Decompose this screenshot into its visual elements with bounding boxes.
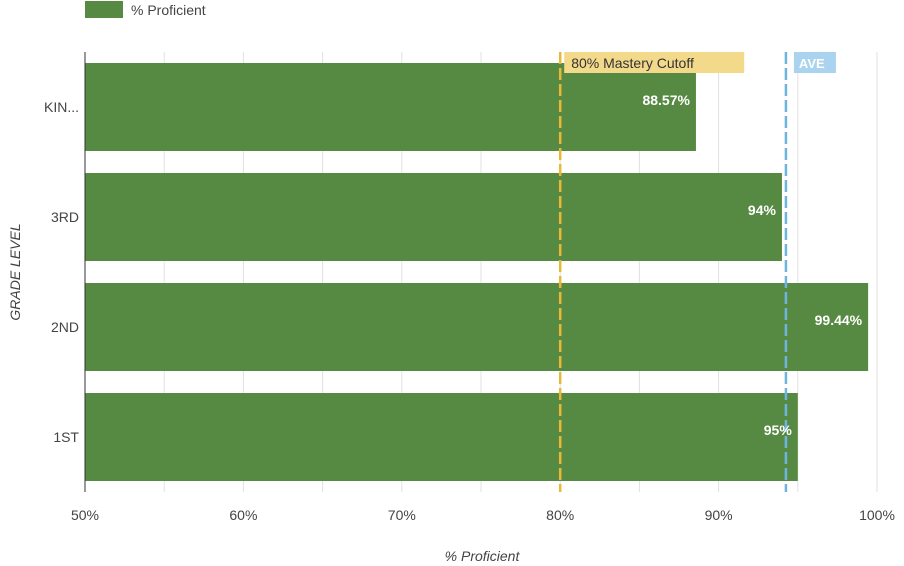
reference-label: AVE — [799, 56, 825, 71]
reference-label-bg — [564, 52, 745, 73]
legend-entry: % Proficient — [131, 2, 206, 18]
category-label: 3RD — [51, 209, 79, 225]
data-label: 99.44% — [815, 312, 863, 328]
x-tick-label: 60% — [229, 507, 257, 523]
bar-3rd[interactable] — [85, 173, 782, 261]
x-tick-label: 80% — [546, 507, 574, 523]
data-label: 88.57% — [642, 92, 690, 108]
x-tick-label: 90% — [705, 507, 733, 523]
y-axis-title: GRADE LEVEL — [7, 223, 23, 320]
data-labels: 88.57% 94% 99.44% 95% — [642, 92, 862, 438]
bar-2nd[interactable] — [85, 283, 869, 371]
legend-swatch — [85, 1, 123, 18]
reference-label: 80% Mastery Cutoff — [571, 55, 694, 71]
x-tick-labels: 50% 60% 70% 80% 90% 100% — [71, 507, 895, 523]
category-label: 2ND — [51, 319, 79, 335]
x-tick-label: 100% — [859, 507, 895, 523]
category-labels: KIN... 3RD 2ND 1ST — [44, 99, 79, 445]
x-tick-label: 70% — [388, 507, 416, 523]
category-label: KIN... — [44, 99, 79, 115]
bars — [85, 63, 869, 481]
x-tick-label: 50% — [71, 507, 99, 523]
reference-label-bg — [793, 52, 836, 73]
bar-1st[interactable] — [85, 393, 798, 481]
x-axis-title: % Proficient — [445, 548, 521, 564]
category-label: 1ST — [53, 429, 79, 445]
data-label: 94% — [748, 202, 777, 218]
reference-lines: 80% Mastery Cutoff AVE — [558, 52, 836, 492]
data-label: 95% — [764, 422, 793, 438]
legend[interactable]: % Proficient — [85, 1, 206, 18]
bar-kin[interactable] — [85, 63, 696, 151]
